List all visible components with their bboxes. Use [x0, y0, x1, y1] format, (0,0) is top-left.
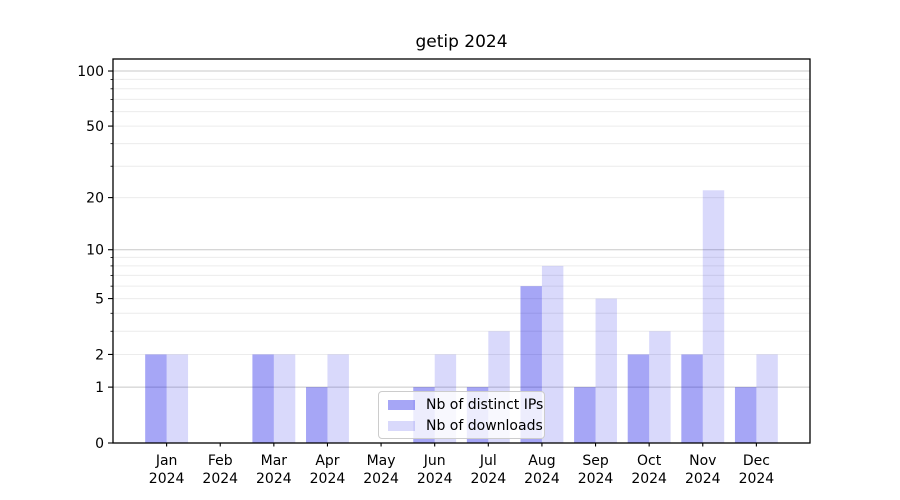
y-tick-label: 10 — [86, 243, 104, 259]
y-tick-label: 5 — [95, 292, 104, 308]
bar-distinct-ips-sep — [574, 387, 596, 443]
x-tick-label-year: 2024 — [202, 471, 238, 487]
x-tick-label-year: 2024 — [363, 471, 399, 487]
legend-item-downloads: Nb of downloads — [388, 419, 543, 433]
y-tick-label: 100 — [77, 64, 104, 80]
legend-label-distinct-ips: Nb of distinct IPs — [426, 396, 544, 413]
bar-downloads-aug — [541, 265, 564, 443]
x-tick-label-year: 2024 — [631, 471, 667, 487]
bar-distinct-ips-dec — [734, 387, 757, 443]
legend-swatch-distinct-ips — [388, 399, 415, 410]
bar-downloads-jan — [166, 354, 189, 443]
x-tick-label-month: Dec — [743, 453, 770, 469]
x-tick-label-month: Apr — [315, 453, 339, 469]
chart-legend: Nb of distinct IPs Nb of downloads — [378, 391, 545, 439]
bar-downloads-oct — [649, 331, 671, 443]
bar-distinct-ips-oct — [627, 354, 650, 443]
legend-item-distinct-ips: Nb of distinct IPs — [388, 398, 543, 412]
y-tick-label: 1 — [95, 380, 104, 396]
bar-downloads-apr — [327, 354, 349, 443]
chart-title: getip 2024 — [415, 32, 508, 52]
x-tick-label-month: Oct — [637, 453, 662, 469]
y-tick-label: 50 — [86, 119, 104, 135]
x-tick-label-month: Jun — [423, 453, 446, 469]
x-tick-label-year: 2024 — [578, 471, 614, 487]
legend-label-downloads: Nb of downloads — [426, 417, 543, 434]
x-tick-label-year: 2024 — [685, 471, 721, 487]
bar-distinct-ips-mar — [252, 354, 274, 443]
y-tick-label: 2 — [95, 347, 104, 363]
bar-downloads-sep — [595, 298, 617, 443]
x-tick-label-year: 2024 — [524, 471, 560, 487]
bar-downloads-mar — [273, 354, 296, 443]
bar-distinct-ips-jan — [145, 354, 167, 443]
legend-swatch-downloads — [388, 420, 415, 431]
x-tick-label-month: Mar — [261, 453, 288, 469]
x-tick-label-month: May — [367, 453, 396, 469]
x-tick-label-year: 2024 — [256, 471, 292, 487]
bar-distinct-ips-nov — [681, 354, 703, 443]
x-tick-label-year: 2024 — [739, 471, 775, 487]
x-tick-label-year: 2024 — [310, 471, 346, 487]
bar-downloads-dec — [756, 354, 778, 443]
x-tick-label-year: 2024 — [417, 471, 453, 487]
x-tick-label-month: Nov — [689, 453, 716, 469]
bar-downloads-nov — [702, 190, 725, 443]
x-tick-label-month: Aug — [528, 453, 555, 469]
x-tick-label-month: Sep — [582, 453, 609, 469]
y-tick-label: 20 — [86, 191, 104, 207]
bar-distinct-ips-apr — [306, 387, 328, 443]
x-tick-label-year: 2024 — [470, 471, 506, 487]
y-tick-label: 0 — [95, 436, 104, 452]
x-tick-label-month: Jul — [479, 453, 497, 469]
x-tick-label-month: Jan — [155, 453, 178, 469]
x-tick-label-month: Feb — [208, 453, 233, 469]
x-tick-label-year: 2024 — [149, 471, 185, 487]
plot-border — [112, 58, 811, 444]
